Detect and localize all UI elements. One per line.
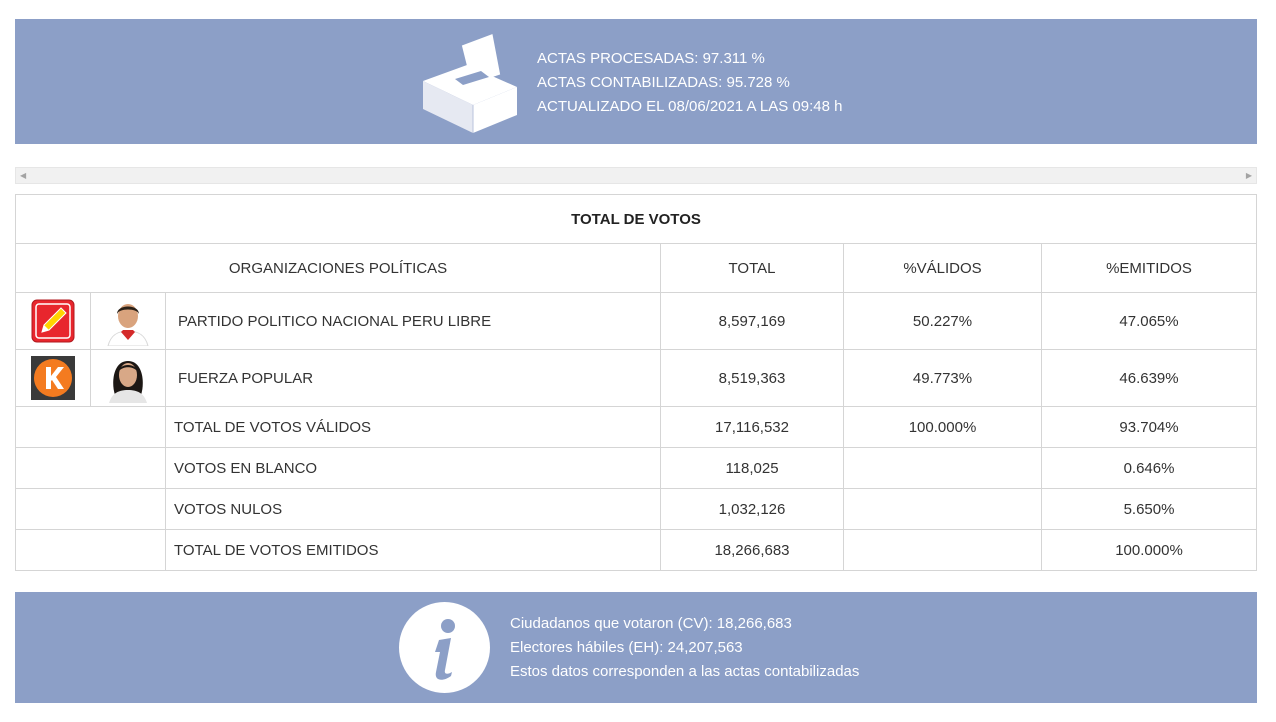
summary-total: 118,025 bbox=[660, 447, 844, 489]
candidate-photo-cell bbox=[90, 349, 166, 407]
party-name: FUERZA POPULAR bbox=[165, 349, 661, 407]
summary-row: TOTAL DE VOTOS EMITIDOS 18,266,683 100.0… bbox=[15, 529, 1257, 571]
summary-total: 18,266,683 bbox=[660, 529, 844, 571]
results-table: TOTAL DE VOTOS ORGANIZACIONES POLÍTICAS … bbox=[15, 194, 1257, 571]
summary-emitidos: 93.704% bbox=[1041, 406, 1257, 448]
last-updated: ACTUALIZADO EL 08/06/2021 A LAS 09:48 h bbox=[537, 98, 843, 115]
scroll-left-arrow-icon[interactable]: ◀ bbox=[20, 171, 27, 180]
table-row: FUERZA POPULAR 8,519,363 49.773% 46.639% bbox=[15, 349, 1257, 407]
info-banner: Ciudadanos que votaron (CV): 18,266,683 … bbox=[15, 592, 1257, 703]
scroll-right-arrow-icon[interactable]: ▶ bbox=[1245, 171, 1252, 180]
column-header-validos: %VÁLIDOS bbox=[843, 243, 1042, 293]
party-logo-cell bbox=[15, 349, 91, 407]
summary-emitidos: 100.000% bbox=[1041, 529, 1257, 571]
summary-validos bbox=[843, 447, 1042, 489]
summary-label: TOTAL DE VOTOS EMITIDOS bbox=[165, 529, 661, 571]
summary-validos bbox=[843, 529, 1042, 571]
summary-row: VOTOS EN BLANCO 118,025 0.646% bbox=[15, 447, 1257, 489]
summary-label: TOTAL DE VOTOS VÁLIDOS bbox=[165, 406, 661, 448]
candidate-photo-cell bbox=[90, 292, 166, 350]
party-validos: 49.773% bbox=[843, 349, 1042, 407]
pencil-logo-icon bbox=[31, 299, 75, 343]
electores-habiles: Electores hábiles (EH): 24,207,563 bbox=[510, 639, 743, 656]
ciudadanos-votaron: Ciudadanos que votaron (CV): 18,266,683 bbox=[510, 615, 792, 632]
voter-info: Ciudadanos que votaron (CV): 18,266,683 … bbox=[510, 612, 859, 684]
party-emitidos: 46.639% bbox=[1041, 349, 1257, 407]
table-title: TOTAL DE VOTOS bbox=[15, 194, 1257, 244]
summary-label: VOTOS EN BLANCO bbox=[165, 447, 661, 489]
ballot-box-icon bbox=[423, 31, 517, 133]
summary-validos bbox=[843, 488, 1042, 530]
candidate-photo bbox=[103, 296, 153, 346]
table-row: PARTIDO POLITICO NACIONAL PERU LIBRE 8,5… bbox=[15, 292, 1257, 350]
summary-emitidos: 0.646% bbox=[1041, 447, 1257, 489]
actas-contabilizadas: ACTAS CONTABILIZADAS: 95.728 % bbox=[537, 74, 790, 91]
party-total: 8,519,363 bbox=[660, 349, 844, 407]
party-emitidos: 47.065% bbox=[1041, 292, 1257, 350]
empty-cell bbox=[15, 406, 166, 448]
candidate-photo bbox=[103, 353, 153, 403]
summary-label: VOTOS NULOS bbox=[165, 488, 661, 530]
summary-validos: 100.000% bbox=[843, 406, 1042, 448]
empty-cell bbox=[15, 447, 166, 489]
summary-total: 17,116,532 bbox=[660, 406, 844, 448]
info-icon bbox=[399, 602, 490, 693]
party-total: 8,597,169 bbox=[660, 292, 844, 350]
party-name: PARTIDO POLITICO NACIONAL PERU LIBRE bbox=[165, 292, 661, 350]
party-validos: 50.227% bbox=[843, 292, 1042, 350]
horizontal-scrollbar[interactable]: ◀ ▶ bbox=[15, 167, 1257, 184]
empty-cell bbox=[15, 529, 166, 571]
column-header-organizaciones: ORGANIZACIONES POLÍTICAS bbox=[15, 243, 661, 293]
summary-emitidos: 5.650% bbox=[1041, 488, 1257, 530]
empty-cell bbox=[15, 488, 166, 530]
party-logo-cell bbox=[15, 292, 91, 350]
summary-total: 1,032,126 bbox=[660, 488, 844, 530]
actas-banner: ACTAS PROCESADAS: 97.311 % ACTAS CONTABI… bbox=[15, 19, 1257, 144]
summary-row: TOTAL DE VOTOS VÁLIDOS 17,116,532 100.00… bbox=[15, 406, 1257, 448]
column-header-emitidos: %EMITIDOS bbox=[1041, 243, 1257, 293]
actas-procesadas: ACTAS PROCESADAS: 97.311 % bbox=[537, 50, 765, 67]
actas-info: ACTAS PROCESADAS: 97.311 % ACTAS CONTABI… bbox=[537, 47, 842, 119]
k-logo-icon bbox=[31, 356, 75, 400]
summary-row: VOTOS NULOS 1,032,126 5.650% bbox=[15, 488, 1257, 530]
column-header-total: TOTAL bbox=[660, 243, 844, 293]
data-note: Estos datos corresponden a las actas con… bbox=[510, 663, 860, 680]
